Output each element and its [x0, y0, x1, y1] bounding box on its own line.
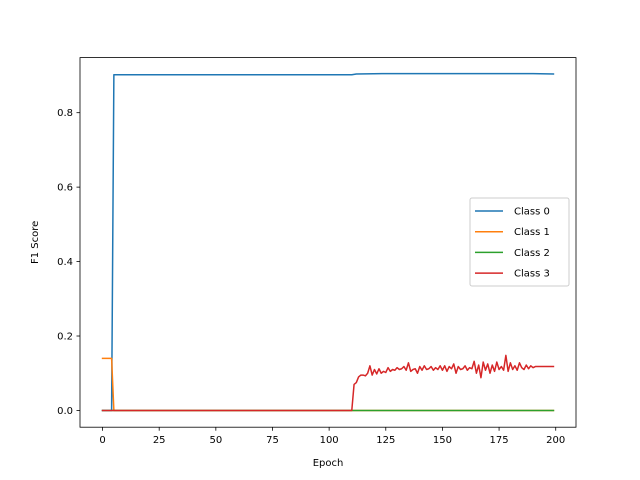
legend-label: Class 0	[514, 207, 550, 218]
y-tick-label: 0.6	[57, 183, 73, 194]
y-axis: 0.0 0.2 0.4 0.6 0.8	[57, 108, 80, 417]
x-tick-label: 50	[209, 435, 222, 446]
plot-frame	[79, 57, 577, 428]
series-line-class-0	[101, 72, 555, 412]
x-tick-label: 175	[490, 435, 509, 446]
x-axis-label: Epoch	[313, 458, 344, 469]
y-tick-label: 0.8	[57, 108, 73, 119]
legend: Class 0 Class 1 Class 2 Class 3	[469, 197, 570, 287]
y-axis-label: F1 Score	[30, 221, 41, 264]
series-line-class-3	[101, 354, 555, 412]
x-tick-label: 25	[153, 435, 166, 446]
legend-box	[469, 197, 570, 287]
x-tick-label: 150	[433, 435, 452, 446]
x-tick-label: 100	[320, 435, 339, 446]
legend-label: Class 3	[514, 269, 550, 280]
y-tick-label: 0.4	[57, 257, 73, 268]
legend-label: Class 1	[514, 227, 550, 238]
x-tick-label: 125	[376, 435, 395, 446]
y-tick-label: 0.2	[57, 332, 73, 343]
x-tick-label: 200	[546, 435, 565, 446]
x-axis: 0 25 50 75 100 125 150 175 200	[99, 427, 565, 446]
x-tick-label: 75	[266, 435, 279, 446]
y-tick-label: 0.0	[57, 406, 73, 417]
x-tick-label: 0	[99, 435, 105, 446]
legend-label: Class 2	[514, 248, 550, 259]
plot-lines	[101, 72, 555, 412]
